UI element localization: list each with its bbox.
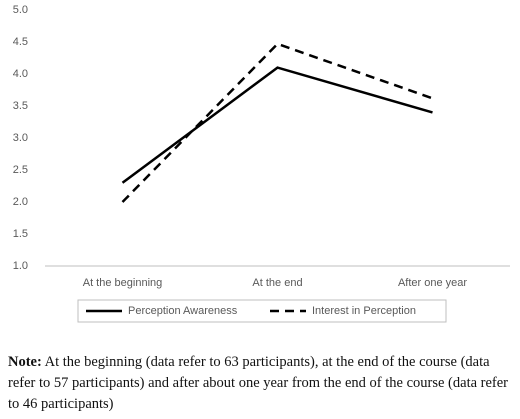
x-tick-label: At the end (252, 277, 302, 289)
chart: 1.0 1.5 2.0 2.5 3.0 3.5 4.0 4.5 5.0 At the beginn… (13, 4, 510, 323)
y-tick-label: 3.0 (13, 132, 28, 144)
y-tick-label: 1.0 (13, 260, 28, 272)
series-line (121, 66, 433, 184)
y-tick-label: 4.0 (13, 68, 28, 80)
y-tick-label: 3.5 (13, 100, 28, 112)
x-tick-label: At the beginning (83, 277, 163, 289)
note: Note: At the beginning (data refer to 63… (8, 352, 514, 415)
legend-label: Interest in Perception (312, 305, 416, 317)
series-line (121, 42, 433, 203)
note-text: At the beginning (data refer to 63 parti… (8, 354, 509, 412)
y-tick-label: 4.5 (13, 36, 28, 48)
legend-box (77, 299, 447, 323)
y-tick-label: 2.5 (13, 164, 28, 176)
legend-label: Perception Awareness (128, 305, 238, 317)
y-tick-label: 5.0 (13, 4, 28, 16)
x-tick-label: After one year (398, 277, 467, 289)
note-label: Note: (8, 354, 42, 370)
y-tick-label: 1.5 (13, 228, 28, 240)
y-tick-label: 2.0 (13, 196, 28, 208)
